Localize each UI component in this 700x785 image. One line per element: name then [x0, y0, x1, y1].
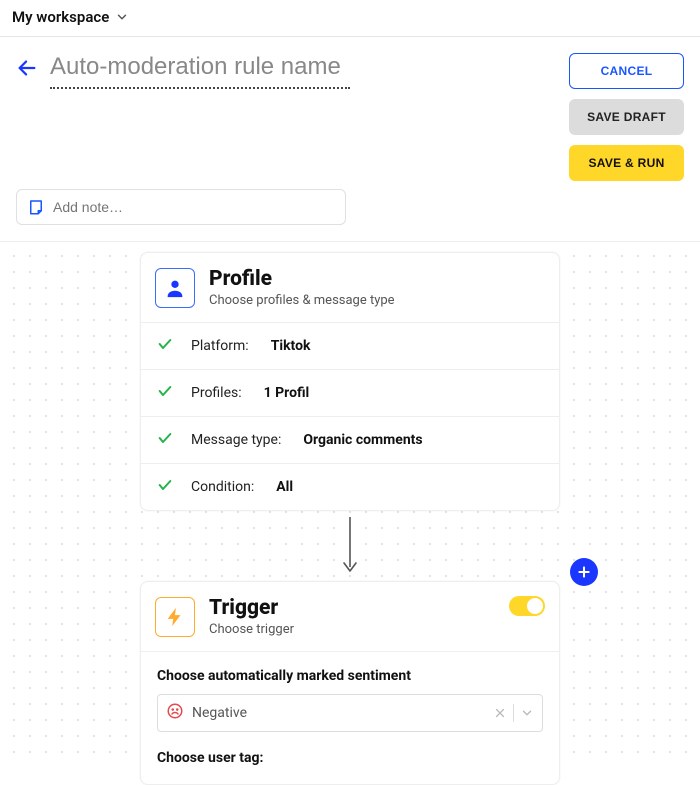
row-value: All: [276, 479, 293, 495]
header-actions: CANCEL SAVE DRAFT SAVE & RUN: [569, 53, 684, 181]
select-controls: [493, 704, 534, 722]
sentiment-value: Negative: [192, 705, 485, 721]
back-button[interactable]: [16, 57, 38, 83]
frown-icon: [166, 702, 184, 724]
row-label: Condition:: [191, 479, 254, 495]
trigger-card-title: Trigger: [209, 596, 294, 620]
profile-row-platform[interactable]: Platform: Tiktok: [141, 323, 559, 370]
arrow-left-icon: [16, 57, 38, 79]
trigger-card[interactable]: Trigger Choose trigger Choose automatica…: [140, 581, 560, 785]
profile-row-message-type[interactable]: Message type: Organic comments: [141, 417, 559, 464]
plus-icon: [576, 564, 592, 580]
trigger-icon-box: [155, 597, 195, 637]
profile-icon: [164, 277, 186, 299]
separator: [513, 704, 514, 722]
profile-card-titles: Profile Choose profiles & message type: [209, 267, 395, 308]
profile-card[interactable]: Profile Choose profiles & message type P…: [140, 252, 560, 511]
canvas: Profile Choose profiles & message type P…: [0, 241, 700, 761]
sentiment-section-label: Choose automatically marked sentiment: [157, 668, 543, 684]
profile-row-condition[interactable]: Condition: All: [141, 464, 559, 510]
profile-icon-box: [155, 268, 195, 308]
row-label: Message type:: [191, 432, 281, 448]
workspace-name: My workspace: [12, 8, 109, 26]
cancel-button[interactable]: CANCEL: [569, 53, 684, 89]
workspace-selector[interactable]: My workspace: [0, 0, 700, 36]
profile-card-subtitle: Choose profiles & message type: [209, 293, 395, 308]
note-input-wrapper[interactable]: [16, 189, 346, 225]
editor-header: CANCEL SAVE DRAFT SAVE & RUN: [0, 37, 700, 181]
sentiment-select[interactable]: Negative: [157, 694, 543, 732]
row-value: Organic comments: [303, 432, 422, 448]
profile-card-title: Profile: [209, 267, 395, 291]
check-icon: [157, 477, 173, 497]
note-icon: [27, 198, 45, 216]
profile-card-header: Profile Choose profiles & message type: [141, 253, 559, 323]
trigger-card-header: Trigger Choose trigger: [141, 582, 559, 652]
save-draft-button[interactable]: SAVE DRAFT: [569, 99, 684, 135]
trigger-toggle[interactable]: [509, 596, 545, 616]
row-label: Platform:: [191, 338, 249, 354]
clear-icon[interactable]: [493, 706, 507, 720]
check-icon: [157, 430, 173, 450]
chevron-down-icon[interactable]: [520, 706, 534, 720]
note-input[interactable]: [53, 199, 335, 215]
chevron-down-icon: [115, 10, 129, 24]
note-row: [0, 189, 700, 225]
profile-row-profiles[interactable]: Profiles: 1 Profil: [141, 370, 559, 417]
row-value: Tiktok: [271, 338, 311, 354]
trigger-body: Choose automatically marked sentiment Ne…: [141, 652, 559, 784]
check-icon: [157, 383, 173, 403]
row-label: Profiles:: [191, 385, 242, 401]
save-run-button[interactable]: SAVE & RUN: [569, 145, 684, 181]
add-node-button[interactable]: [570, 558, 598, 586]
row-value: 1 Profil: [264, 385, 310, 401]
lightning-icon: [164, 606, 186, 628]
check-icon: [157, 336, 173, 356]
trigger-card-titles: Trigger Choose trigger: [209, 596, 294, 637]
rule-title-input[interactable]: [50, 53, 350, 89]
trigger-card-subtitle: Choose trigger: [209, 622, 294, 637]
user-tag-section-label: Choose user tag:: [157, 750, 543, 766]
